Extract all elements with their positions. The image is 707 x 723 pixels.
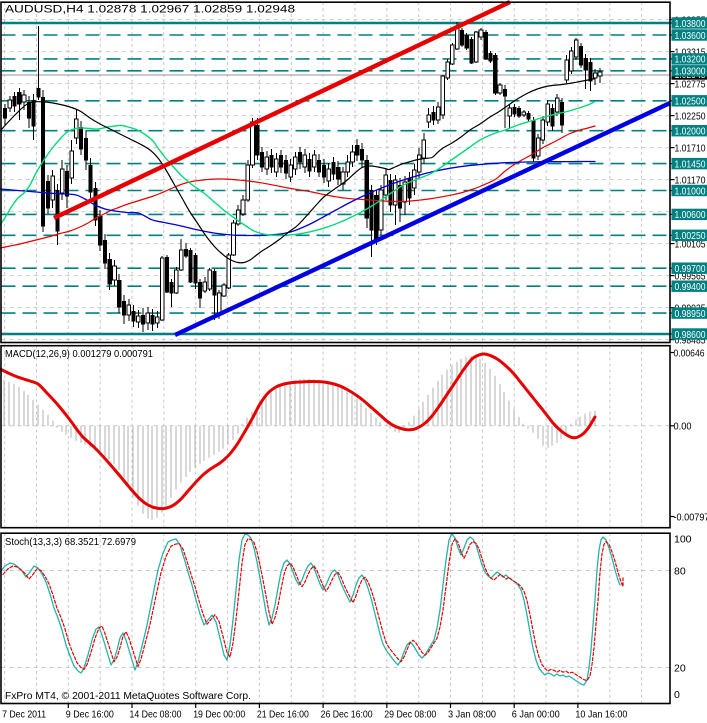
svg-text:1.03200: 1.03200 (675, 54, 706, 66)
svg-text:0: 0 (674, 689, 680, 701)
svg-text:1.02250: 1.02250 (675, 110, 706, 122)
svg-text:29 Dec 08:00: 29 Dec 08:00 (384, 709, 436, 721)
svg-text:1.02000: 1.02000 (675, 126, 706, 138)
svg-text:20: 20 (674, 662, 686, 674)
svg-text:19 Dec 00:00: 19 Dec 00:00 (193, 709, 245, 721)
svg-text:0.99400: 0.99400 (675, 281, 706, 293)
svg-text:14 Dec 08:00: 14 Dec 08:00 (130, 709, 182, 721)
svg-text:1.01170: 1.01170 (675, 174, 706, 186)
svg-text:1.03000: 1.03000 (675, 66, 706, 78)
svg-text:1.00105: 1.00105 (675, 238, 706, 250)
svg-text:10 Jan 16:00: 10 Jan 16:00 (575, 709, 627, 721)
svg-text:100: 100 (674, 533, 692, 545)
svg-text:1.01450: 1.01450 (675, 158, 706, 170)
svg-text:21 Dec 16:00: 21 Dec 16:00 (257, 709, 309, 721)
svg-text:Stoch(13,3,3) 68.3521 72.6979: Stoch(13,3,3) 68.3521 72.6979 (5, 536, 136, 548)
svg-text:7 Dec 2011: 7 Dec 2011 (2, 709, 46, 721)
svg-text:1.00600: 1.00600 (675, 209, 706, 221)
svg-text:9 Dec 16:00: 9 Dec 16:00 (66, 709, 114, 721)
svg-text:1.01710: 1.01710 (675, 142, 706, 154)
svg-text:1.00250: 1.00250 (675, 230, 706, 242)
svg-text:1.03600: 1.03600 (675, 30, 706, 42)
svg-text:80: 80 (674, 565, 686, 577)
svg-text:3 Jan 08:00: 3 Jan 08:00 (448, 709, 496, 721)
svg-text:FxPro MT4, © 2001-2011 MetaQuo: FxPro MT4, © 2001-2011 MetaQuotes Softwa… (5, 690, 251, 702)
svg-text:1.02500: 1.02500 (675, 96, 706, 108)
svg-text:0.00: 0.00 (674, 421, 692, 433)
svg-text:0.00646: 0.00646 (674, 347, 705, 359)
svg-text:6 Jan 00:00: 6 Jan 00:00 (512, 709, 560, 721)
svg-text:0.98950: 0.98950 (675, 308, 706, 320)
svg-text:0.99700: 0.99700 (675, 263, 706, 275)
svg-text:AUDUSD,H4 1.02878 1.02967 1.0: AUDUSD,H4 1.02878 1.02967 1.02859 1.0294… (5, 4, 295, 16)
svg-text:1.01000: 1.01000 (675, 185, 706, 197)
svg-text:1.02775: 1.02775 (675, 78, 706, 90)
svg-text:MACD(12,26,9) 0.001279 0.00079: MACD(12,26,9) 0.001279 0.000791 (5, 348, 153, 360)
svg-text:0.98600: 0.98600 (675, 329, 706, 341)
svg-text:-0.00797: -0.00797 (674, 511, 707, 523)
svg-text:26 Dec 16:00: 26 Dec 16:00 (321, 709, 373, 721)
svg-text:1.03800: 1.03800 (675, 18, 706, 30)
